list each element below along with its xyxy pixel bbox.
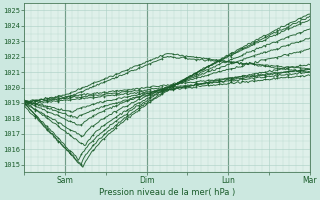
X-axis label: Pression niveau de la mer( hPa ): Pression niveau de la mer( hPa )	[99, 188, 235, 197]
